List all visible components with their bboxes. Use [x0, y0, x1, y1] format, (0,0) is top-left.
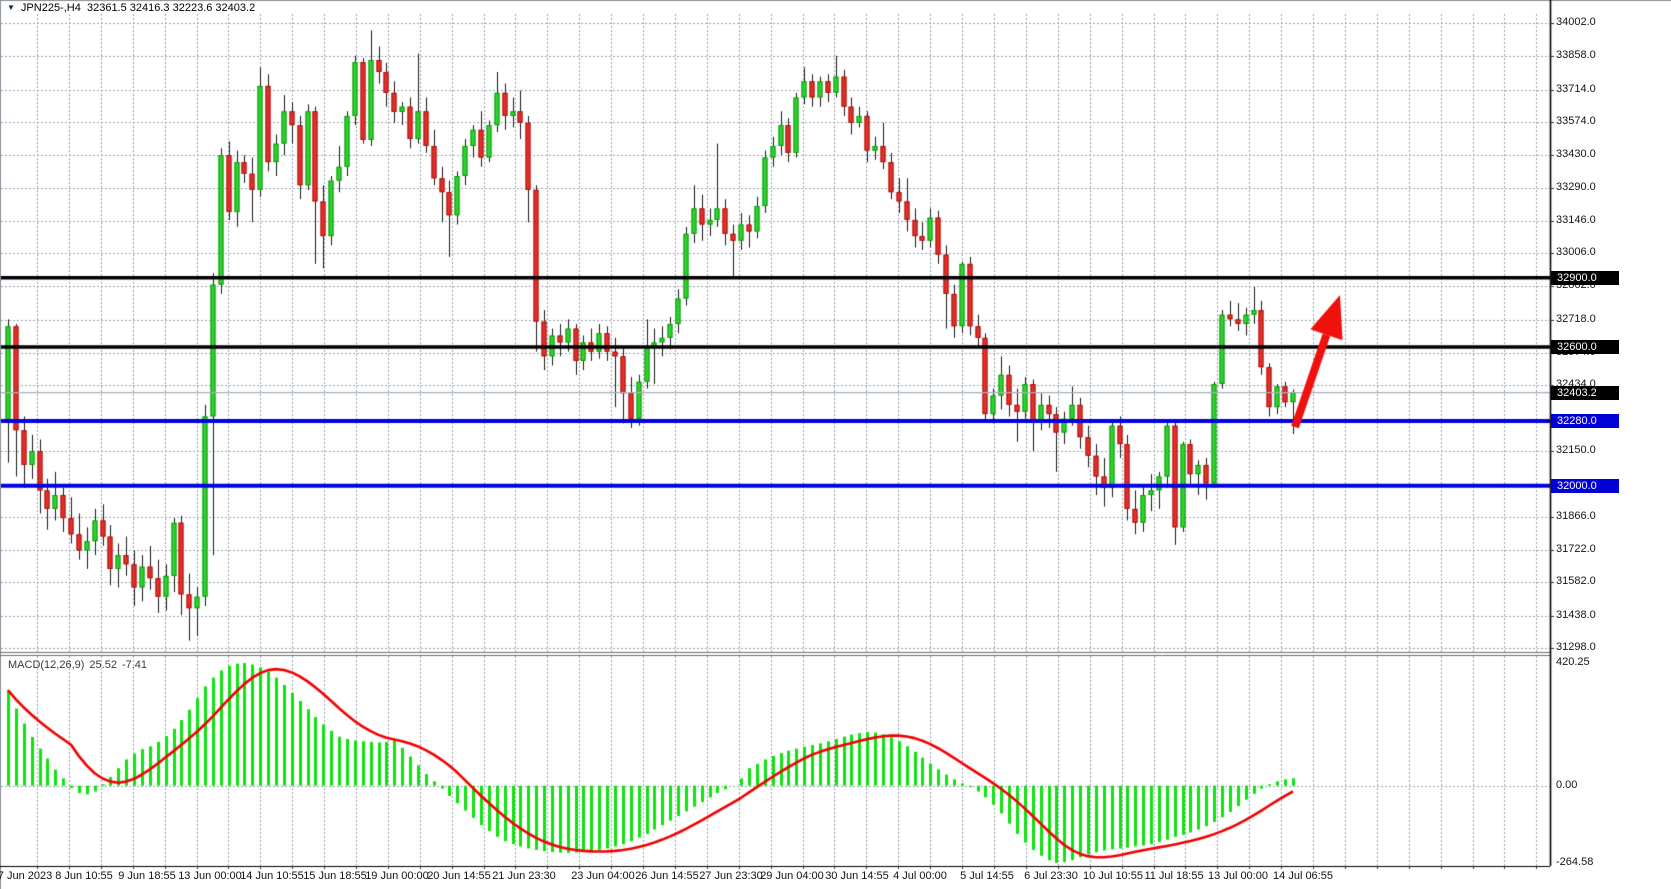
price-axis-label: 34002.0 — [1556, 16, 1596, 28]
price-axis-label: 31722.0 — [1556, 542, 1596, 555]
price-axis-label: 31298.0 — [1556, 641, 1596, 653]
time-axis-label: 10 Jul 10:55 — [1083, 870, 1143, 882]
macd-signal-value: -7.41 — [121, 659, 148, 671]
price-level-badge: 32000.0 — [1551, 478, 1619, 493]
macd-axis-label: 420.25 — [1556, 655, 1590, 668]
time-axis-label: 26 Jun 14:55 — [635, 870, 699, 882]
price-axis-label: 33006.0 — [1556, 246, 1596, 259]
macd-main-value: 25.52 — [89, 659, 117, 671]
time-axis-label: 27 Jun 23:30 — [699, 870, 763, 882]
time-axis-label: 8 Jun 10:55 — [55, 870, 113, 882]
time-axis-label: 7 Jun 2023 — [0, 870, 53, 882]
time-axis-label: 6 Jul 23:30 — [1024, 870, 1078, 882]
time-axis-label: 30 Jun 14:55 — [825, 870, 889, 882]
price-axis-label: 32718.0 — [1556, 312, 1596, 325]
time-axis-label: 14 Jul 06:55 — [1273, 870, 1333, 882]
price-level-badge: 32600.0 — [1551, 340, 1619, 355]
time-axis-label: 13 Jul 00:00 — [1208, 870, 1268, 882]
symbol-period-label: JPN225-,H4 — [20, 2, 81, 14]
time-axis-label: 14 Jun 10:55 — [240, 870, 304, 882]
price-axis-label: 32150.0 — [1556, 444, 1596, 457]
macd-axis-label: -264.58 — [1556, 855, 1594, 868]
price-axis-label: 33146.0 — [1556, 213, 1596, 226]
macd-indicator-label: MACD(12,26,9) 25.52 -7.41 — [8, 659, 152, 671]
collapse-chevron-icon[interactable]: ▼ — [7, 3, 15, 12]
time-axis-label: 13 Jun 00:00 — [178, 870, 242, 882]
price-axis-label: 33430.0 — [1556, 148, 1596, 161]
time-axis-label: 19 Jun 00:00 — [365, 870, 429, 882]
time-axis-label: 5 Jul 14:55 — [960, 870, 1014, 882]
price-level-badge: 32280.0 — [1551, 414, 1619, 429]
price-level-badge: 32403.2 — [1551, 385, 1619, 400]
macd-axis-label: 0.00 — [1556, 778, 1578, 791]
time-axis-label: 11 Jul 18:55 — [1144, 870, 1204, 882]
time-axis-label: 4 Jul 00:00 — [893, 870, 947, 882]
price-axis-label: 33290.0 — [1556, 180, 1596, 193]
time-axis-label: 23 Jun 04:00 — [571, 870, 635, 882]
time-axis-label: 15 Jun 18:55 — [303, 870, 367, 882]
macd-name-label: MACD(12,26,9) — [8, 659, 85, 671]
ohlc-readout: 32361.5 32416.3 32223.6 32403.2 — [86, 2, 256, 14]
time-axis-label: 9 Jun 18:55 — [118, 870, 176, 882]
chart-title: ▼ JPN225-,H4 32361.5 32416.3 32223.6 3240… — [7, 2, 255, 14]
price-axis-label: 33574.0 — [1556, 114, 1596, 127]
price-axis-label: 31582.0 — [1556, 575, 1596, 588]
price-axis-label: 31866.0 — [1556, 509, 1596, 522]
price-axis-label: 33858.0 — [1556, 49, 1596, 62]
time-axis-label: 20 Jun 14:55 — [427, 870, 491, 882]
time-axis-label: 29 Jun 04:00 — [760, 870, 824, 882]
time-axis-label: 21 Jun 23:30 — [492, 870, 556, 882]
price-level-badge: 32900.0 — [1551, 270, 1619, 285]
price-axis-label: 31438.0 — [1556, 608, 1596, 621]
price-axis-label: 33714.0 — [1556, 82, 1596, 95]
